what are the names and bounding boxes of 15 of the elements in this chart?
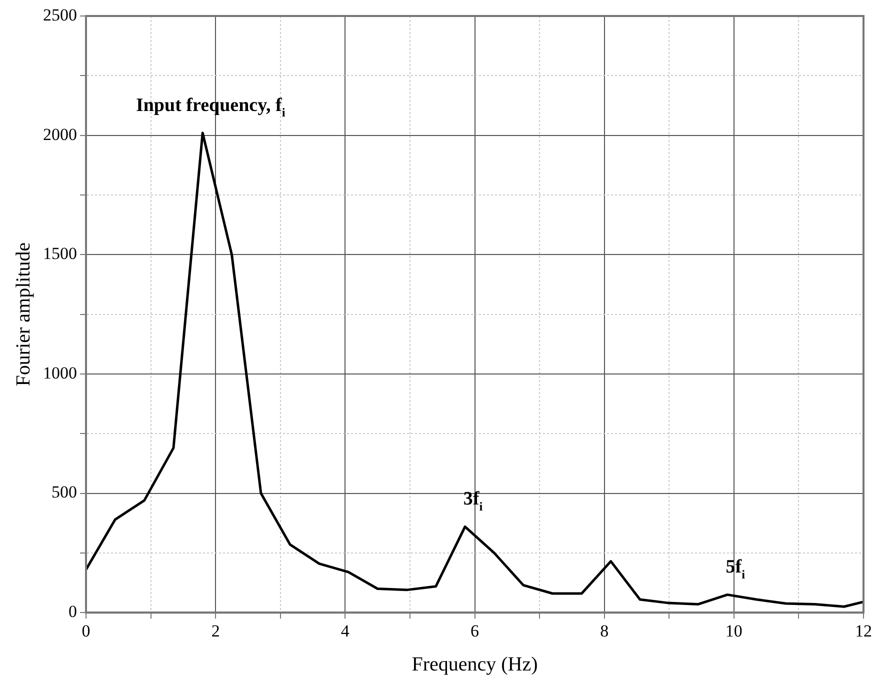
y-axis-title: Fourier amplitude bbox=[12, 242, 34, 386]
x-tick-label: 4 bbox=[340, 621, 350, 640]
y-tick-label: 500 bbox=[52, 482, 77, 502]
x-tick-label: 2 bbox=[211, 621, 220, 640]
y-tick-label: 2500 bbox=[43, 5, 77, 24]
y-tick-label: 1000 bbox=[43, 363, 77, 382]
y-tick-label: 0 bbox=[68, 602, 77, 622]
y-tick-label: 2000 bbox=[43, 124, 77, 144]
x-tick-label: 6 bbox=[470, 621, 479, 640]
y-tick-label: 1500 bbox=[43, 244, 77, 264]
x-tick-label: 0 bbox=[82, 621, 90, 640]
x-tick-label: 10 bbox=[725, 621, 742, 640]
x-axis-title: Frequency (Hz) bbox=[412, 653, 538, 676]
x-tick-label: 8 bbox=[600, 621, 609, 640]
x-tick-label: 12 bbox=[855, 621, 872, 640]
